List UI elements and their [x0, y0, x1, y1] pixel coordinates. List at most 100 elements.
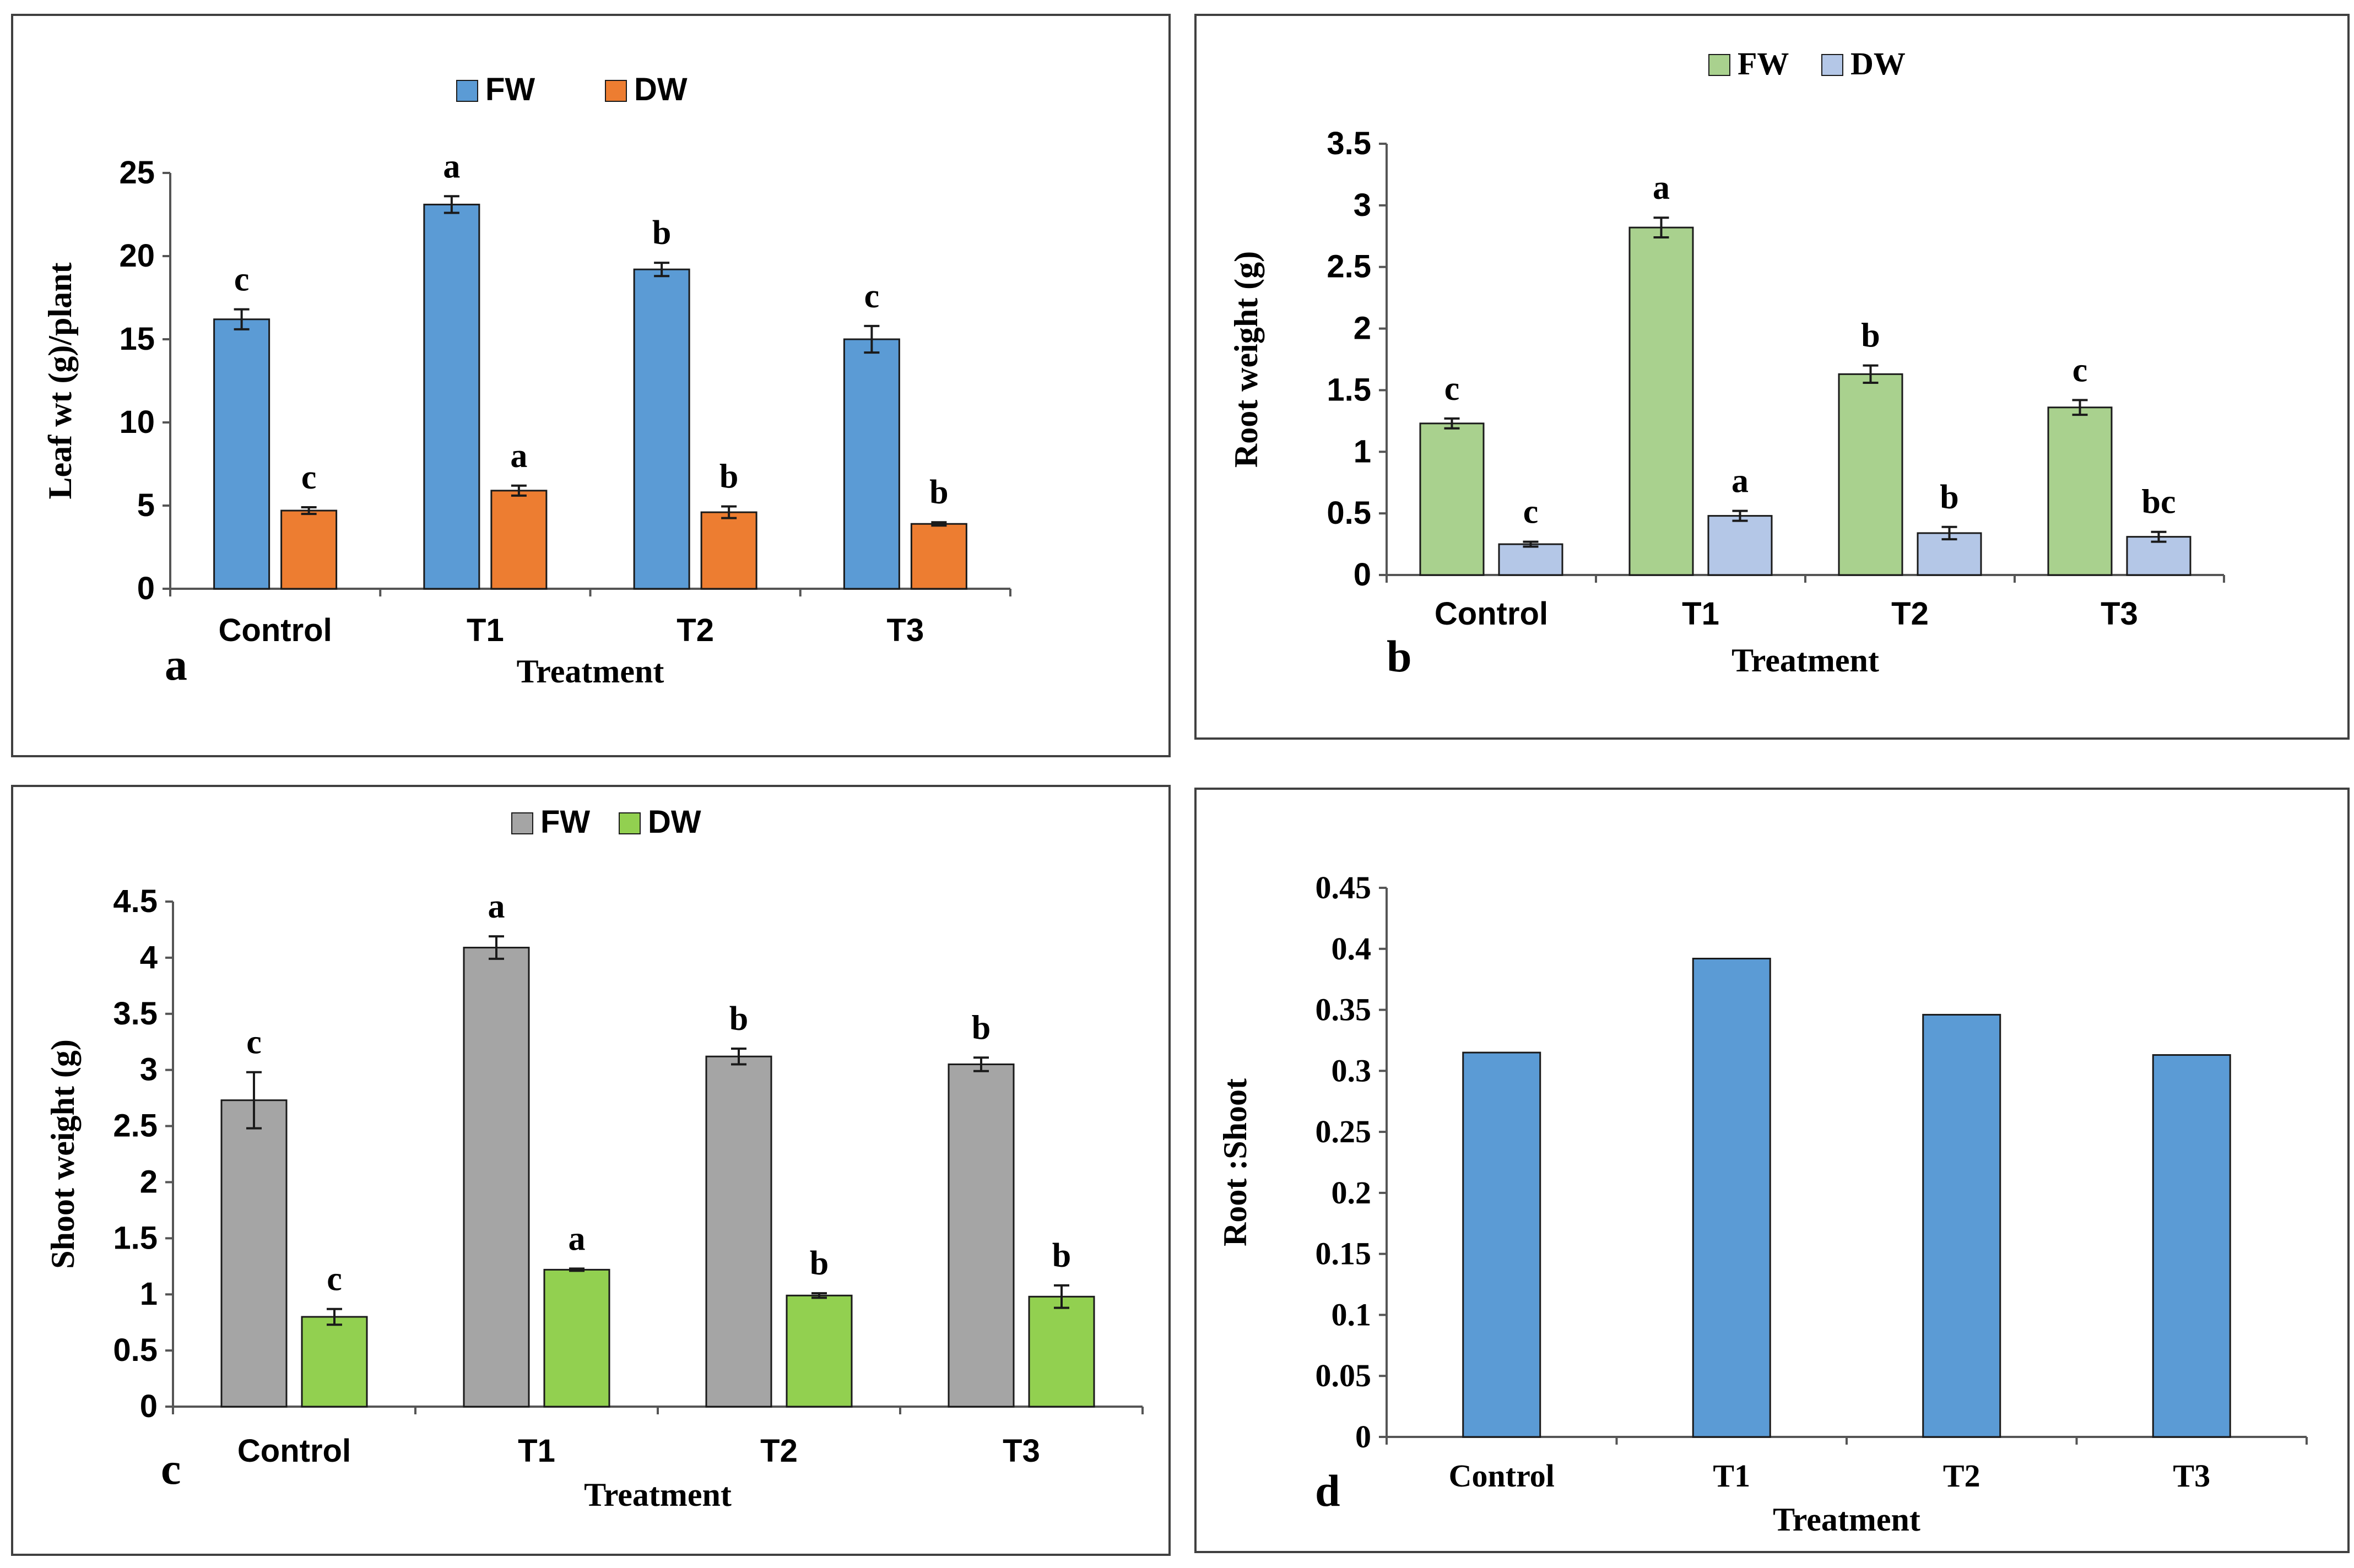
y-axis-title: Root :Shoot [1217, 1078, 1253, 1246]
significance-letter: bc [2142, 484, 2176, 521]
y-tick-label: 0.1 [1332, 1296, 1372, 1332]
x-category-label: T1 [1682, 596, 1719, 632]
y-tick-label: 20 [119, 238, 155, 274]
bar-dw [786, 1294, 853, 1408]
panel-label: d [1315, 1466, 1340, 1516]
significance-letter: a [488, 888, 505, 925]
bar-fw [423, 203, 480, 590]
y-tick-label: 2.5 [1327, 249, 1371, 285]
bar-rootshoot [1922, 1013, 2001, 1438]
legend-label: DW [648, 804, 701, 840]
panel-label: b [1387, 631, 1412, 681]
x-category-label: T2 [677, 612, 714, 648]
panel-a-leaf-weight-chart: 0 5 10 15 20 25 Control c c T1 a a T2 b b T3 c b Leaf wt (… [11, 14, 1171, 757]
y-tick-label: 2.5 [113, 1108, 158, 1144]
bar-fw [463, 947, 530, 1408]
y-tick-label: 10 [119, 404, 155, 440]
bar-fw [2047, 406, 2113, 576]
significance-letter: c [1444, 370, 1460, 408]
y-tick-label: 15 [119, 321, 155, 357]
y-tick-label: 3 [140, 1052, 158, 1088]
legend-swatch [619, 812, 641, 834]
bar-fw [213, 318, 270, 590]
bar-fw [1628, 226, 1694, 576]
bar-dw [1707, 515, 1773, 576]
significance-letter: c [327, 1261, 342, 1298]
significance-letter: c [301, 459, 317, 496]
bar-fw [705, 1055, 772, 1408]
x-category-label: Control [237, 1433, 351, 1469]
y-tick-label: 5 [137, 487, 155, 523]
x-axis-title: Treatment [517, 653, 664, 690]
chart-d-svg: 0 0.05 0.1 0.15 0.2 0.25 0.3 0.35 0.4 0.45 Control… [1217, 870, 2308, 1538]
significance-letter: c [864, 278, 880, 315]
panel-label: c [161, 1444, 181, 1494]
y-tick-label: 0 [137, 571, 155, 606]
bar-dw [1028, 1295, 1095, 1408]
significance-letter: c [246, 1024, 262, 1061]
significance-letter: b [1052, 1237, 1071, 1274]
y-tick-label: 3 [1354, 187, 1371, 223]
significance-letter: c [1523, 493, 1539, 531]
panel-b-root-weight-chart: 0 0.5 1 1.5 2 2.5 3 3.5 Control c c T1 a a T2 b b T3 c bc Ro… [1194, 14, 2350, 740]
x-category-label: T2 [760, 1433, 798, 1469]
y-tick-label: 1 [1354, 433, 1371, 469]
x-category-label: T2 [1891, 596, 1929, 632]
significance-letter: c [234, 261, 250, 299]
panel-c-shoot-weight-chart: 0 0.5 1 1.5 2 2.5 3 3.5 4 4.5 Control c c T1 a a T2 b b T3 b… [11, 785, 1171, 1556]
significance-letter: b [929, 474, 948, 511]
bar-fw [633, 268, 690, 590]
chart-b-svg: 0 0.5 1 1.5 2 2.5 3 3.5 Control c c T1 a a T2 b b T3 c bc Ro… [1228, 46, 2225, 681]
bar-dw [700, 511, 757, 590]
x-category-label: Control [219, 612, 332, 648]
legend-label: FW [540, 804, 590, 840]
significance-letter: c [2072, 351, 2088, 389]
y-tick-label: 1.5 [1327, 372, 1371, 408]
legend-label: DW [634, 72, 688, 107]
y-tick-label: 0.5 [113, 1332, 158, 1368]
significance-letter: a [510, 437, 527, 475]
y-tick-label: 0.05 [1316, 1358, 1372, 1393]
x-axis-title: Treatment [1773, 1501, 1920, 1538]
y-tick-label: 2 [1354, 311, 1371, 346]
panel-label: a [165, 639, 187, 690]
bar-rootshoot [1692, 958, 1771, 1438]
y-tick-label: 0.45 [1316, 870, 1372, 905]
significance-letter: a [1653, 169, 1670, 207]
significance-letter: b [719, 458, 738, 496]
significance-letter: b [1940, 479, 1958, 516]
legend-swatch [1821, 54, 1843, 76]
y-axis-title: Root weight (g) [1228, 251, 1264, 468]
significance-letter: b [652, 214, 671, 252]
x-category-label: T3 [2173, 1458, 2210, 1494]
x-category-label: T1 [1713, 1458, 1750, 1494]
bar-fw [1838, 373, 1903, 576]
y-tick-label: 0.3 [1332, 1052, 1372, 1088]
bar-fw [220, 1099, 288, 1408]
y-tick-label: 4 [140, 940, 158, 975]
x-category-label: Control [1449, 1458, 1555, 1494]
significance-letter: a [1731, 463, 1749, 500]
chart-a-svg: 0 5 10 15 20 25 Control c c T1 a a T2 b b T3 c b Leaf wt (… [42, 72, 1011, 690]
bar-rootshoot [1462, 1051, 1541, 1438]
y-tick-label: 1.5 [113, 1220, 158, 1256]
y-axis-title: Shoot weight (g) [45, 1039, 81, 1269]
significance-letter: b [972, 1009, 991, 1046]
y-tick-label: 25 [119, 155, 155, 191]
y-tick-label: 2 [140, 1164, 158, 1200]
y-axis-title: Leaf wt (g)/plant [42, 263, 78, 500]
legend-swatch [511, 812, 533, 834]
significance-letter: b [729, 1000, 748, 1038]
y-tick-label: 0.2 [1332, 1175, 1372, 1211]
bar-dw [910, 523, 967, 590]
bar-fw [948, 1063, 1015, 1408]
significance-letter: a [443, 148, 460, 185]
significance-letter: a [569, 1220, 586, 1257]
x-category-label: T3 [887, 612, 924, 648]
chart-c-svg: 0 0.5 1 1.5 2 2.5 3 3.5 4 4.5 Control c c T1 a a T2 b b T3 b… [45, 804, 1144, 1513]
x-category-label: T3 [2101, 596, 2138, 632]
panel-d-root-shoot-ratio-chart: 0 0.05 0.1 0.15 0.2 0.25 0.3 0.35 0.4 0.45 Control… [1194, 788, 2350, 1553]
bar-dw [543, 1268, 610, 1408]
bar-fw [843, 338, 900, 590]
y-tick-label: 4.5 [113, 883, 158, 919]
